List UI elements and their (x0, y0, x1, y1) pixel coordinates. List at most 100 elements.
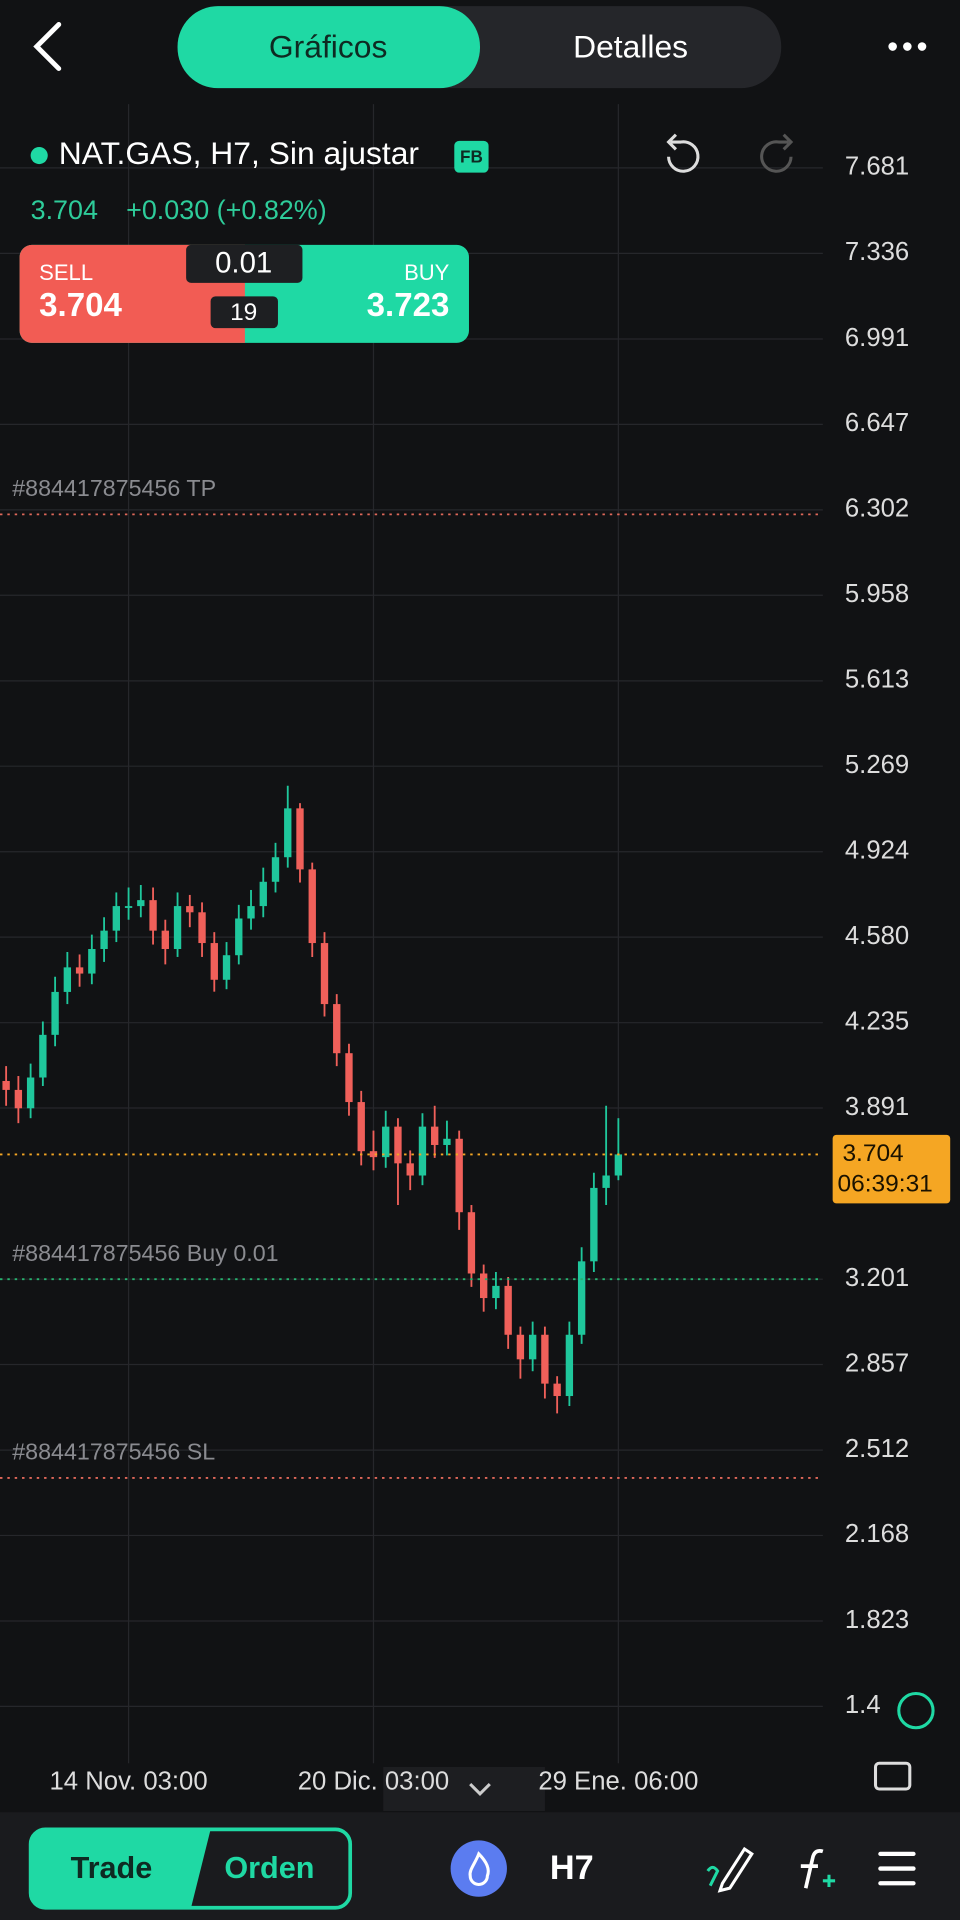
candle-body (320, 943, 329, 1005)
candle-body (480, 1273, 488, 1299)
candle-body (528, 1334, 537, 1360)
flame-icon (468, 1851, 490, 1887)
menu-button[interactable] (878, 1851, 916, 1886)
reset-button[interactable] (897, 1691, 935, 1730)
tab-active[interactable] (177, 6, 480, 89)
draw-accent (706, 1865, 720, 1887)
y-tick-label: 3.201 (845, 1264, 909, 1292)
back-button[interactable] (33, 22, 62, 72)
candle-body (39, 1034, 47, 1078)
order-label: #884417875456 Buy 0.01 (12, 1240, 278, 1266)
draw-button[interactable] (717, 1846, 754, 1893)
more-button[interactable] (888, 42, 927, 51)
candle-body (431, 1126, 439, 1145)
scroll-handle[interactable] (383, 1766, 545, 1812)
quote-price: 3.704 (31, 195, 98, 225)
y-tick-label: 7.681 (845, 153, 909, 181)
candle-body (88, 949, 96, 974)
timeframe[interactable]: H7 (550, 1849, 594, 1887)
lot-box[interactable] (186, 244, 303, 283)
symbol-name[interactable]: NAT.GAS, H7, Sin ajustar (59, 135, 420, 171)
y-tick-label: 5.269 (845, 751, 909, 779)
candle-body (26, 1077, 35, 1109)
candle-body (296, 808, 304, 870)
candle-body (173, 906, 182, 950)
candle-body (418, 1126, 427, 1176)
x-axis: 14 Nov. 03:00 20 Dic. 03:00 29 Ene. 06:00 (50, 1768, 699, 1796)
badge-box (454, 140, 489, 173)
candle-body (382, 1126, 390, 1158)
order-label: #884417875456 SL (12, 1439, 215, 1465)
lot[interactable]: 0.01 (215, 246, 272, 279)
candle-body (14, 1089, 23, 1109)
candle-body (271, 857, 280, 882)
price-tag-value: 3.704 (842, 1140, 903, 1167)
status-dot (30, 146, 48, 165)
candle-body (186, 906, 194, 913)
x-tick-label: 14 Nov. 03:00 (50, 1768, 208, 1796)
candle-body (369, 1151, 378, 1158)
candle-body (75, 967, 84, 974)
candle-body (112, 906, 120, 931)
y-tick-label: 6.991 (845, 324, 909, 352)
y-tick-label: 2.512 (845, 1435, 909, 1463)
tab[interactable]: Detalles (573, 28, 688, 64)
candle-body (222, 955, 231, 980)
y-tick-label: 6.647 (845, 409, 909, 437)
y-tick-label: 6.302 (845, 495, 909, 523)
y-tick-label: 4.235 (845, 1007, 909, 1035)
candle-body (467, 1212, 476, 1274)
redo-button[interactable] (760, 133, 794, 173)
candle-body (161, 930, 169, 950)
candle-body (614, 1154, 623, 1176)
candle-body (333, 1004, 341, 1054)
order-label: #884417875456 TP (12, 475, 216, 501)
undo-button[interactable] (666, 133, 700, 173)
candle-body (541, 1334, 549, 1384)
y-tick-label: 5.958 (845, 580, 909, 608)
candle-body (137, 900, 145, 907)
signal-button[interactable] (450, 1840, 507, 1897)
candle-body (210, 943, 218, 980)
trade-tab[interactable]: Trade (71, 1851, 153, 1885)
price-tag-countdown: 06:39:31 (838, 1170, 933, 1197)
candle-body (284, 808, 292, 858)
y-tick-label: 4.924 (845, 837, 909, 865)
candle-body (100, 930, 108, 950)
quote-change: +0.030 (+0.82%) (126, 195, 327, 225)
orden-tab[interactable]: Orden (224, 1851, 314, 1885)
candle-body (259, 881, 267, 907)
trade-tab-bg (30, 1829, 211, 1908)
y-tick-label: 4.580 (845, 922, 909, 950)
y-tick-label: 2.857 (845, 1349, 909, 1377)
y-tick-label: 2.168 (845, 1520, 909, 1548)
badge: FB (460, 146, 483, 166)
indicator-plus (822, 1874, 836, 1887)
candle-body (63, 967, 72, 992)
candle-body (492, 1285, 500, 1299)
candle-body (394, 1126, 402, 1164)
spread: 19 (230, 299, 257, 326)
buy-price: 3.723 (367, 287, 450, 324)
candle-body (345, 1053, 353, 1103)
x-tick-label: 29 Ene. 06:00 (538, 1768, 698, 1796)
tab[interactable]: Gráficos (269, 28, 388, 64)
candle-body (504, 1285, 512, 1335)
candle-body (590, 1187, 598, 1262)
sell-price: 3.704 (39, 287, 122, 324)
candle-body (455, 1138, 463, 1213)
sell-label: SELL (39, 260, 93, 285)
candle-body (124, 906, 133, 908)
candle-body (51, 991, 59, 1035)
y-tick-label: 3.891 (845, 1093, 909, 1121)
spread-box (210, 296, 278, 329)
candle-body (308, 869, 316, 944)
candle-body (406, 1163, 414, 1176)
candle-body (198, 912, 206, 944)
fullscreen-button[interactable] (873, 1761, 912, 1791)
y-tick-label: 7.336 (845, 238, 909, 266)
candle-body (602, 1175, 610, 1188)
indicator-button[interactable] (800, 1848, 824, 1889)
